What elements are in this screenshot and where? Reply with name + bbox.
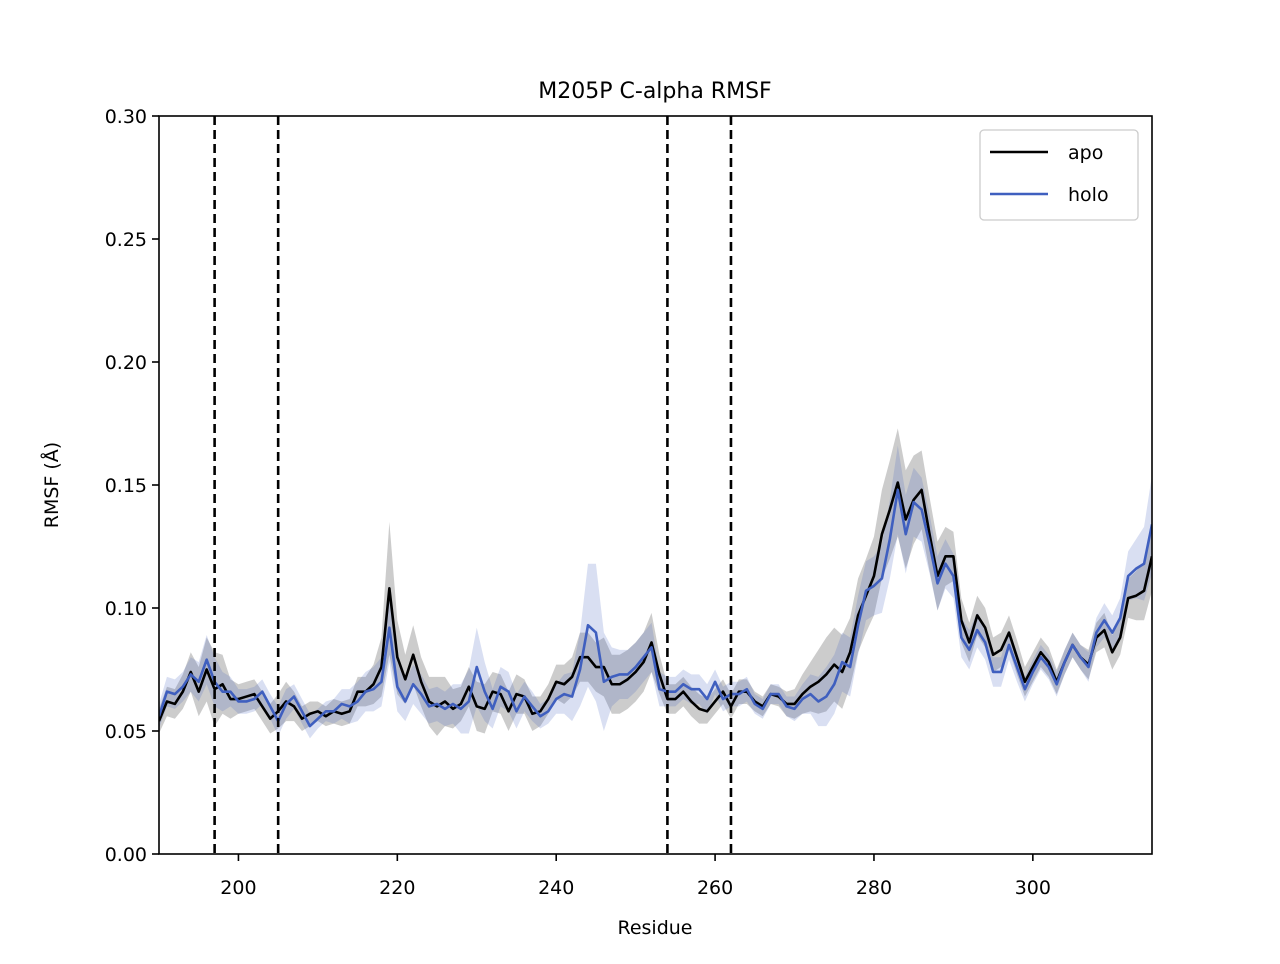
y-axis-label: RMSF (Å) [40, 442, 63, 528]
plot-area [159, 428, 1152, 739]
y-tick-label: 0.10 [105, 598, 147, 620]
x-tick-label: 260 [697, 877, 733, 899]
x-tick-label: 280 [856, 877, 892, 899]
legend-box [979, 129, 1139, 221]
data-line [159, 481, 1152, 722]
x-tick-label: 300 [1015, 877, 1051, 899]
chart-title: M205P C-alpha RMSF [538, 79, 771, 104]
y-tick-label: 0.05 [105, 721, 147, 743]
x-tick-label: 220 [379, 877, 415, 899]
x-tick-label: 240 [538, 877, 574, 899]
y-tick-label: 0.20 [105, 352, 147, 374]
legend-label: holo [1068, 184, 1109, 206]
data-line [159, 488, 1152, 728]
y-tick-label: 0.00 [105, 844, 147, 866]
y-tick-label: 0.15 [105, 475, 147, 497]
y-tick-label: 0.30 [105, 106, 147, 128]
x-axis-label: Residue [617, 917, 692, 939]
y-tick-label: 0.25 [105, 229, 147, 251]
legend-label: apo [1068, 142, 1103, 164]
x-tick-label: 200 [220, 877, 256, 899]
